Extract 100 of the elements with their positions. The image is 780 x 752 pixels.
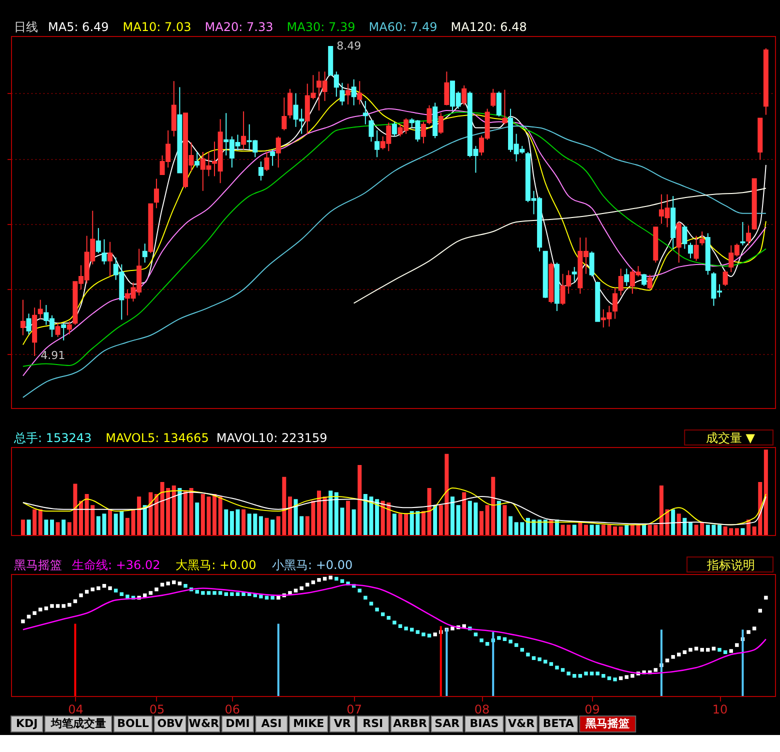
candlestick	[462, 84, 467, 106]
bar	[195, 502, 200, 535]
bar	[125, 518, 130, 535]
bar	[108, 509, 112, 535]
candlestick	[740, 222, 746, 246]
candlestick	[572, 266, 577, 282]
candlestick	[420, 121, 426, 144]
candlestick	[357, 80, 362, 105]
bar	[392, 514, 396, 535]
candlestick	[154, 178, 159, 209]
bar	[676, 514, 681, 535]
candlestick	[502, 89, 508, 125]
bar	[277, 624, 280, 696]
candlestick	[722, 270, 728, 286]
text: 黑马摇篮	[584, 717, 630, 730]
candlestick	[287, 88, 292, 119]
bar	[718, 524, 722, 535]
bar	[79, 500, 84, 535]
bar	[578, 522, 582, 535]
annotation: 4.91	[40, 348, 66, 362]
bar	[172, 485, 176, 535]
bar	[38, 509, 42, 535]
text: ARBR	[393, 717, 428, 730]
candlestick	[496, 90, 502, 118]
text: MA10: 7.03	[122, 20, 192, 34]
x-tick-label: 06	[224, 702, 240, 716]
text: 均笔成交量	[50, 717, 106, 730]
bar	[446, 628, 448, 696]
x-tick-label: 09	[584, 702, 600, 716]
bar	[742, 630, 744, 696]
bar	[258, 516, 263, 535]
bar	[526, 518, 530, 535]
bar	[688, 522, 692, 535]
bar	[316, 490, 321, 535]
text: SAR	[434, 717, 460, 730]
candlestick	[647, 274, 652, 290]
text: MA5: 6.49	[48, 20, 109, 34]
candlestick	[346, 83, 351, 105]
text: BETA	[542, 717, 574, 730]
candlestick	[426, 104, 432, 125]
text: ASI	[261, 717, 282, 730]
candlestick	[676, 222, 682, 264]
bar	[352, 509, 356, 535]
bar	[328, 490, 333, 535]
candlestick	[142, 243, 148, 264]
bar	[375, 499, 380, 535]
bar	[26, 520, 31, 535]
text: MIKE	[293, 717, 324, 730]
bar	[642, 524, 646, 535]
bar	[543, 520, 548, 535]
candlestick	[368, 120, 374, 142]
candlestick	[194, 151, 200, 168]
bar	[74, 624, 76, 696]
candlestick	[96, 228, 101, 254]
bar	[624, 524, 629, 535]
text: MAVOL10: 223159	[216, 431, 328, 445]
bar	[264, 518, 269, 535]
x-tick-label: 10	[712, 702, 728, 716]
bar	[660, 630, 662, 696]
bar	[20, 520, 25, 535]
bar	[682, 518, 687, 535]
candlestick	[746, 224, 752, 246]
candlestick	[612, 287, 618, 320]
bar	[218, 496, 222, 535]
candlestick	[618, 268, 624, 296]
bar	[56, 522, 60, 535]
candlestick	[589, 250, 594, 277]
bar	[433, 505, 438, 535]
bar	[224, 509, 228, 535]
text: DMI	[226, 717, 250, 730]
bar	[572, 524, 576, 535]
text: MAVOL5: 134665	[106, 431, 209, 445]
candlestick	[61, 322, 66, 341]
x-tick-label: 08	[474, 702, 490, 716]
bar	[427, 488, 432, 535]
bar	[242, 509, 246, 535]
text: MA60: 7.49	[368, 20, 438, 34]
candlestick	[55, 322, 60, 338]
candlestick	[700, 231, 705, 246]
bar	[142, 505, 147, 535]
text: 成交量 ▼	[706, 431, 756, 445]
text: 总手: 153243	[13, 431, 92, 445]
candlestick	[264, 151, 270, 172]
bar	[450, 496, 454, 535]
text: RSI	[362, 717, 384, 730]
chart-title: 黑马摇篮	[14, 558, 62, 572]
bar	[659, 485, 664, 535]
bar	[183, 490, 188, 535]
candlestick	[102, 238, 107, 265]
bar	[496, 500, 501, 535]
bar	[358, 464, 362, 535]
text: 指标说明	[706, 558, 755, 572]
text: KDJ	[16, 717, 38, 730]
bar	[421, 511, 426, 535]
bar	[154, 494, 158, 535]
bar	[671, 509, 676, 535]
text: W&R	[188, 717, 220, 730]
text: 小黑马: +0.00	[272, 558, 353, 572]
candlestick	[374, 130, 380, 158]
bar	[288, 496, 292, 535]
